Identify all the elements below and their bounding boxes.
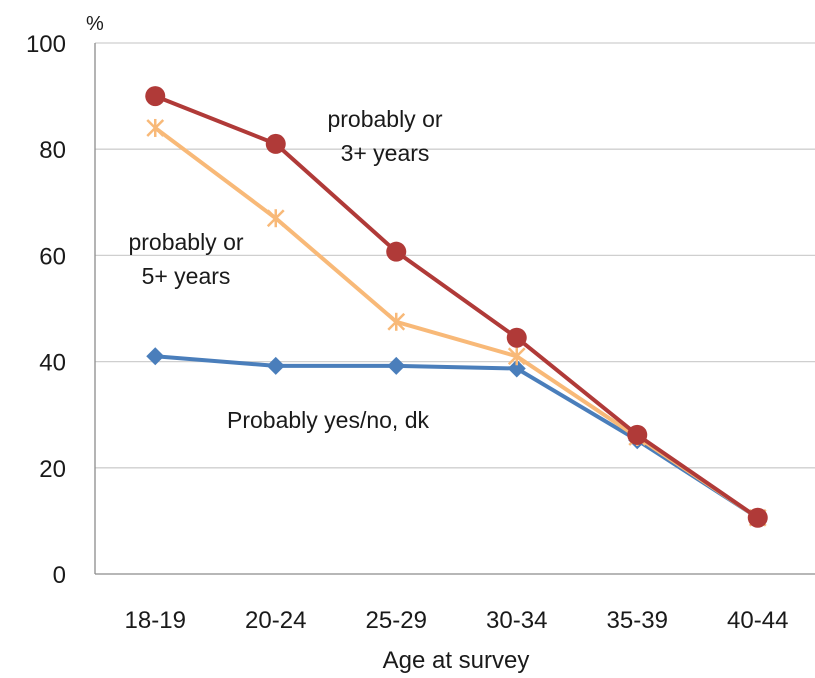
x-tick-label: 35-39 [607,607,668,634]
y-axis-ticks: 0 20 40 60 80 100 [26,31,66,589]
y-tick-label: 40 [39,350,66,377]
series-line [154,94,759,520]
data-point-marker [507,347,526,366]
data-point-marker [507,359,526,378]
y-tick-label: 80 [39,137,66,164]
x-tick-label: 20-24 [245,607,306,634]
series-annotations: probably or 3+ years probably or 5+ years Pr… [128,106,442,433]
x-tick-label: 25-29 [366,607,427,634]
y-tick-label: 20 [39,456,66,483]
series-annotation-line: probably or [128,229,243,255]
series-group [145,86,768,528]
data-point-marker [145,86,166,107]
series-annotation-line: Probably yes/no, dk [227,407,430,433]
data-point-marker [506,327,527,348]
data-point-marker [387,312,406,331]
series-0 [146,347,767,527]
series-annotation-line: probably or [327,106,442,132]
x-axis-title: Age at survey [383,647,530,674]
y-tick-label: 60 [39,243,66,270]
series-annotation-line: 5+ years [142,263,231,289]
data-point-marker [146,118,165,137]
data-point-marker [386,241,407,262]
x-axis-ticks: 18-19 20-24 25-29 30-34 35-39 40-44 [125,607,789,634]
data-point-marker [146,347,165,366]
x-tick-label: 40-44 [727,607,788,634]
data-point-marker [265,133,286,154]
data-point-marker [266,209,285,228]
series-annotation-line: 3+ years [341,140,430,166]
data-point-marker [747,507,768,528]
series-1 [146,118,767,527]
y-tick-label: 100 [26,31,66,58]
gridlines [94,42,815,575]
y-unit-label: % [86,13,104,35]
data-point-marker [387,356,406,375]
data-point-marker [627,424,648,445]
series-line [155,354,759,520]
series-line [154,126,759,520]
y-tick-label: 0 [53,562,66,589]
series-2 [145,86,768,528]
x-tick-label: 18-19 [125,607,186,634]
data-point-marker [266,356,285,375]
x-tick-label: 30-34 [486,607,547,634]
